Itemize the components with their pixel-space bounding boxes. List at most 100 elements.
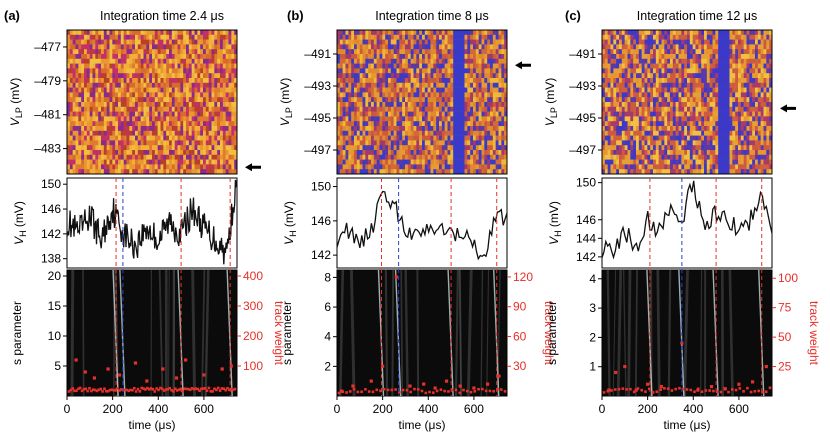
heatmap-cell — [365, 121, 369, 127]
heatmap-cell — [379, 63, 383, 69]
heatmap-cell — [413, 140, 417, 146]
heatmap-cell — [732, 92, 736, 98]
heatmap-cell — [143, 78, 147, 84]
heatmap-cell — [393, 130, 397, 136]
heatmap-cell — [456, 121, 460, 127]
heatmap-cell — [619, 116, 623, 122]
heatmap-cell — [743, 87, 747, 93]
heatmap-cell — [348, 54, 352, 60]
heatmap-cell — [602, 44, 606, 50]
heatmap-cell — [602, 82, 606, 88]
heatmap-cell — [447, 97, 451, 103]
heatmap-cell — [149, 92, 153, 98]
heatmap-cell — [368, 145, 372, 151]
heatmap-cell — [726, 68, 730, 74]
heatmap-cell — [604, 44, 608, 50]
heatmap-cell — [342, 130, 346, 136]
heatmap-cell — [410, 130, 414, 136]
heatmap-cell — [419, 126, 423, 132]
heatmap-cell — [106, 111, 110, 117]
heatmap-cell — [681, 54, 685, 60]
heatmap-cell — [473, 68, 477, 74]
heatmap-cell — [106, 39, 110, 45]
heatmap-cell — [365, 49, 369, 55]
heatmap-cell — [749, 78, 753, 84]
heatmap-cell — [362, 82, 366, 88]
heatmap-cell — [351, 97, 355, 103]
heatmap-cell — [166, 39, 170, 45]
heatmap-cell — [75, 130, 79, 136]
heatmap-cell — [481, 102, 485, 108]
heatmap-cell — [464, 164, 468, 170]
heatmap-frame — [66, 29, 238, 175]
heatmap-cell — [84, 82, 88, 88]
heatmap-cell — [188, 92, 192, 98]
heatmap-cell — [188, 82, 192, 88]
heatmap-cell — [650, 54, 654, 60]
heatmap-cell — [92, 159, 96, 165]
heatmap-cell — [194, 30, 198, 36]
track-weight-point — [428, 390, 431, 394]
heatmap-cell — [464, 126, 468, 132]
heatmap-cell — [729, 44, 733, 50]
heatmap-cell — [186, 82, 190, 88]
heatmap-cell — [430, 34, 434, 40]
heatmap-cell — [222, 159, 226, 165]
heatmap-cell — [359, 102, 363, 108]
heatmap-cell — [396, 92, 400, 98]
heatmap-cell — [766, 92, 770, 98]
track-y2label: track weight — [272, 301, 286, 366]
heatmap-cell — [225, 150, 229, 156]
heatmap-cell — [422, 159, 426, 165]
heatmap-cell — [67, 73, 71, 79]
track-trace — [338, 269, 345, 397]
heatmap-cell — [388, 63, 392, 69]
heatmap-cell — [75, 97, 79, 103]
heatmap-cell — [481, 39, 485, 45]
heatmap-cell — [450, 82, 454, 88]
heatmap-cell — [86, 121, 90, 127]
heatmap-cell — [197, 54, 201, 60]
heatmap-cell — [664, 63, 668, 69]
heatmap-cell — [348, 140, 352, 146]
heatmap-cell — [171, 34, 175, 40]
heatmap-cell — [644, 78, 648, 84]
heatmap-cell — [470, 140, 474, 146]
heatmap-cell — [371, 106, 375, 112]
heatmap-cell — [356, 54, 360, 60]
heatmap-cell — [495, 106, 499, 112]
heatmap-cell — [495, 116, 499, 122]
heatmap-cell — [473, 154, 477, 160]
track-ylabel: s parameter — [10, 301, 24, 365]
heatmap-cell — [424, 150, 428, 156]
heatmap-cell — [467, 92, 471, 98]
heatmap-cell — [464, 39, 468, 45]
heatmap-cell — [661, 68, 665, 74]
heatmap-cell — [433, 97, 437, 103]
heatmap-cell — [354, 39, 358, 45]
heatmap-cell — [419, 116, 423, 122]
heatmap-cell — [644, 63, 648, 69]
heatmap-cell — [689, 87, 693, 93]
heatmap-cell — [166, 34, 170, 40]
heatmap-cell — [416, 92, 420, 98]
heatmap-cell — [390, 34, 394, 40]
heatmap-cell — [492, 130, 496, 136]
heatmap-cell — [234, 58, 238, 64]
heatmap-cell — [95, 164, 99, 170]
heatmap-cell — [715, 54, 719, 60]
heatmap-cell — [214, 97, 218, 103]
heatmap-cell — [746, 82, 750, 88]
heatmap-cell — [225, 159, 229, 165]
track-ytick-label: 6 — [324, 300, 331, 314]
track-weight-point — [216, 386, 220, 390]
heatmap-cell — [203, 92, 207, 98]
heatmap-cell — [379, 39, 383, 45]
heatmap-cell — [89, 82, 93, 88]
heatmap-cell — [470, 159, 474, 165]
heatmap-cell — [183, 49, 187, 55]
heatmap-cell — [475, 49, 479, 55]
heatmap-cell — [75, 82, 79, 88]
heatmap-cell — [197, 102, 201, 108]
heatmap-cell — [456, 130, 460, 136]
